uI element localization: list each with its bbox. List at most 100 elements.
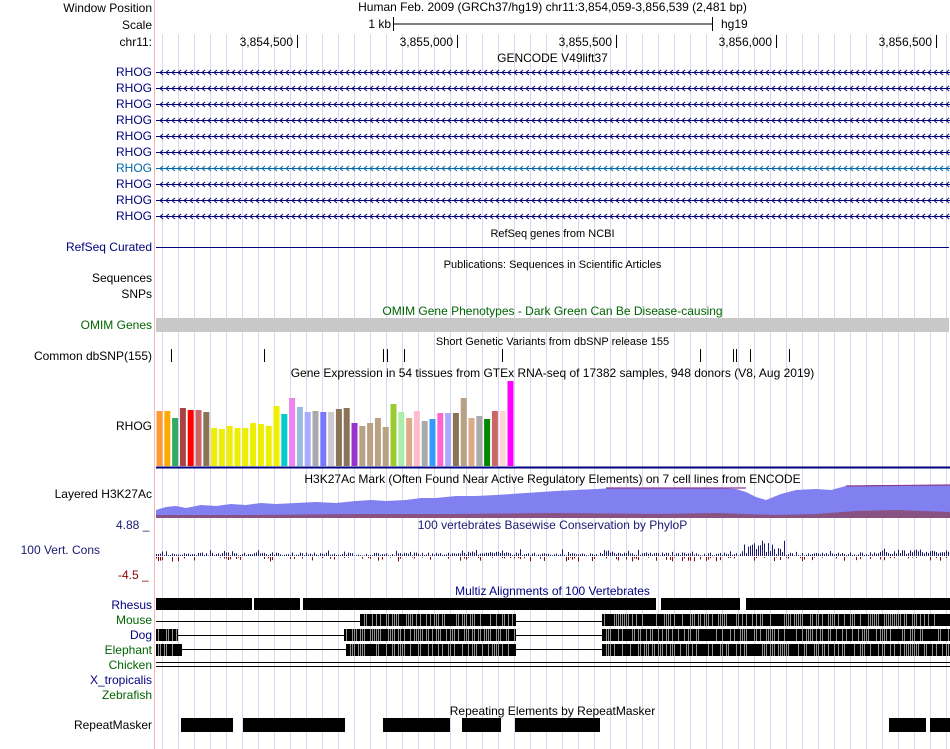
gtex-bar-chart[interactable] bbox=[156, 381, 950, 471]
gtex-tissue-bar[interactable] bbox=[413, 411, 420, 466]
gtex-tissue-bar[interactable] bbox=[398, 412, 405, 466]
repeatmasker-label[interactable]: RepeatMasker bbox=[73, 718, 152, 732]
gencode-gene-label[interactable]: RHOG bbox=[116, 97, 152, 111]
ruler-tick-label: 3,855,000 bbox=[399, 35, 453, 49]
gencode-gene-label[interactable]: RHOG bbox=[116, 129, 152, 143]
gtex-tissue-bar[interactable] bbox=[218, 429, 225, 466]
gtex-tissue-bar[interactable] bbox=[281, 414, 288, 466]
gtex-tissue-bar[interactable] bbox=[468, 418, 475, 466]
phylop-title[interactable]: 100 vertebrates Basewise Conservation by… bbox=[417, 518, 688, 532]
gencode-transcript[interactable] bbox=[156, 101, 950, 108]
repeatmasker-elements[interactable] bbox=[156, 717, 950, 733]
gtex-tissue-bar[interactable] bbox=[343, 408, 350, 466]
gtex-tissue-bar[interactable] bbox=[156, 411, 163, 466]
multiz-alignments[interactable] bbox=[156, 597, 950, 701]
gtex-tissue-bar[interactable] bbox=[320, 412, 327, 466]
gencode-gene-label[interactable]: RHOG bbox=[116, 145, 152, 159]
gtex-tissue-bar[interactable] bbox=[499, 411, 506, 466]
multiz-species-label[interactable]: Rhesus bbox=[111, 598, 152, 612]
gencode-transcripts[interactable] bbox=[156, 64, 950, 224]
gencode-gene-label[interactable]: RHOG bbox=[116, 81, 152, 95]
phylop-signal[interactable] bbox=[156, 532, 950, 572]
omim-label[interactable]: OMIM Genes bbox=[80, 318, 152, 332]
gtex-tissue-bar[interactable] bbox=[242, 428, 249, 466]
gtex-tissue-bar[interactable] bbox=[335, 409, 342, 466]
gtex-tissue-bar[interactable] bbox=[187, 410, 194, 466]
gtex-tissue-bar[interactable] bbox=[296, 407, 303, 466]
gtex-title[interactable]: Gene Expression in 54 tissues from GTEx … bbox=[290, 366, 815, 380]
gtex-tissue-bar[interactable] bbox=[491, 411, 498, 466]
h3k27ac-title[interactable]: H3K27Ac Mark (Often Found Near Active Re… bbox=[304, 472, 801, 486]
gtex-tissue-bar[interactable] bbox=[203, 412, 210, 466]
dbsnp-label[interactable]: Common dbSNP(155) bbox=[33, 349, 152, 363]
gtex-tissue-bar[interactable] bbox=[382, 427, 389, 466]
gtex-tissue-bar[interactable] bbox=[421, 421, 428, 466]
gtex-tissue-bar[interactable] bbox=[429, 419, 436, 466]
h3k27ac-signal[interactable] bbox=[156, 484, 950, 518]
gencode-gene-label[interactable]: RHOG bbox=[116, 65, 152, 79]
gencode-gene-label[interactable]: RHOG bbox=[116, 161, 152, 175]
phylop-label[interactable]: 100 Vert. Cons bbox=[20, 543, 100, 557]
gtex-tissue-bar[interactable] bbox=[328, 412, 335, 466]
gtex-tissue-bar[interactable] bbox=[507, 381, 514, 466]
multiz-title[interactable]: Multiz Alignments of 100 Vertebrates bbox=[455, 584, 650, 598]
gtex-tissue-bar[interactable] bbox=[374, 418, 381, 466]
gtex-tissue-bar[interactable] bbox=[406, 418, 413, 466]
multiz-species-label[interactable]: X_tropicalis bbox=[89, 673, 152, 687]
multiz-species-label[interactable]: Elephant bbox=[104, 643, 152, 657]
gtex-tissue-bar[interactable] bbox=[172, 418, 179, 466]
gtex-tissue-bar[interactable] bbox=[195, 410, 202, 466]
gencode-gene-label[interactable]: RHOG bbox=[116, 209, 152, 223]
refseq-label[interactable]: RefSeq Curated bbox=[65, 240, 152, 254]
gencode-transcript[interactable] bbox=[156, 165, 950, 172]
gtex-tissue-bar[interactable] bbox=[359, 426, 366, 466]
gtex-tissue-bar[interactable] bbox=[367, 423, 374, 466]
refseq-transcript[interactable] bbox=[156, 247, 949, 248]
gtex-tissue-bar[interactable] bbox=[265, 426, 272, 466]
gencode-gene-label[interactable]: RHOG bbox=[116, 113, 152, 127]
multiz-species-label[interactable]: Chicken bbox=[108, 658, 152, 672]
dbsnp-variants[interactable] bbox=[156, 349, 950, 363]
gencode-transcript[interactable] bbox=[156, 133, 950, 140]
gtex-tissue-bar[interactable] bbox=[179, 408, 186, 466]
gtex-tissue-bar[interactable] bbox=[351, 423, 358, 466]
gtex-tissue-bar[interactable] bbox=[234, 428, 241, 466]
multiz-species-label[interactable]: Mouse bbox=[115, 613, 152, 627]
gtex-tissue-bar[interactable] bbox=[460, 398, 467, 466]
gtex-tissue-bar[interactable] bbox=[211, 428, 218, 466]
omim-title[interactable]: OMIM Gene Phenotypes - Dark Green Can Be… bbox=[382, 304, 723, 318]
gtex-tissue-bar[interactable] bbox=[312, 411, 319, 466]
dbsnp-title[interactable]: Short Genetic Variants from dbSNP releas… bbox=[435, 336, 670, 348]
gencode-gene-label[interactable]: RHOG bbox=[116, 193, 152, 207]
assembly-position[interactable]: Human Feb. 2009 (GRCh37/hg19) chr11:3,85… bbox=[358, 0, 747, 14]
gtex-tissue-bar[interactable] bbox=[273, 406, 280, 466]
gtex-tissue-bar[interactable] bbox=[437, 413, 444, 466]
multiz-species-label[interactable]: Dog bbox=[129, 628, 152, 642]
gtex-tissue-bar[interactable] bbox=[289, 398, 296, 466]
gtex-tissue-bar[interactable] bbox=[452, 413, 459, 466]
gencode-title[interactable]: GENCODE V49lift37 bbox=[497, 51, 608, 65]
gencode-transcript[interactable] bbox=[156, 117, 950, 124]
refseq-title[interactable]: RefSeq genes from NCBI bbox=[490, 228, 615, 240]
gtex-tissue-bar[interactable] bbox=[390, 404, 397, 466]
gtex-tissue-bar[interactable] bbox=[257, 424, 264, 466]
gencode-transcript[interactable] bbox=[156, 181, 950, 188]
gtex-tissue-bar[interactable] bbox=[226, 426, 233, 466]
gencode-transcript[interactable] bbox=[156, 213, 950, 220]
gencode-transcript[interactable] bbox=[156, 69, 950, 76]
gtex-tissue-bar[interactable] bbox=[484, 419, 491, 466]
gtex-tissue-bar[interactable] bbox=[250, 423, 257, 466]
gencode-transcript[interactable] bbox=[156, 197, 950, 204]
gencode-transcript[interactable] bbox=[156, 149, 950, 156]
gtex-tissue-bar[interactable] bbox=[164, 411, 171, 466]
repeatmasker-title[interactable]: Repeating Elements by RepeatMasker bbox=[449, 704, 656, 718]
gencode-gene-label[interactable]: RHOG bbox=[116, 177, 152, 191]
gtex-tissue-bar[interactable] bbox=[445, 413, 452, 466]
multiz-species-label[interactable]: Zebrafish bbox=[101, 688, 152, 702]
publications-title[interactable]: Publications: Sequences in Scientific Ar… bbox=[443, 259, 662, 271]
gtex-tissue-bar[interactable] bbox=[476, 416, 483, 466]
gencode-transcript[interactable] bbox=[156, 85, 950, 92]
omim-gene-bar[interactable] bbox=[156, 318, 949, 332]
h3k27ac-label[interactable]: Layered H3K27Ac bbox=[54, 487, 152, 501]
gtex-tissue-bar[interactable] bbox=[304, 412, 311, 466]
